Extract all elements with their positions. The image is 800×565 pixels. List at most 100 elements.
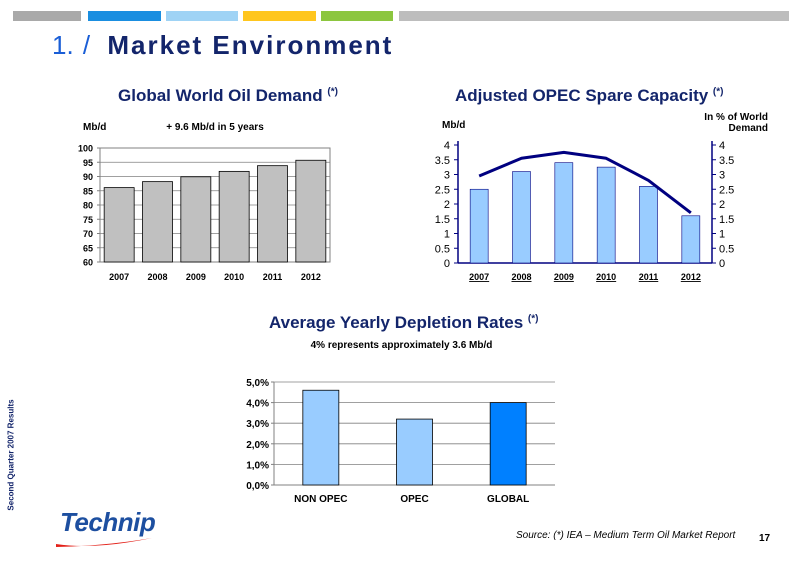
chart-title-text: Global World Oil Demand bbox=[118, 86, 323, 105]
y-right-tick-label: 3 bbox=[719, 170, 725, 182]
bar bbox=[180, 176, 212, 263]
bar bbox=[639, 186, 658, 264]
bar bbox=[302, 389, 340, 486]
y-tick-label: 2 bbox=[444, 199, 450, 211]
x-tick-label: GLOBAL bbox=[487, 494, 529, 505]
sidebar-label: Second Quarter 2007 Results bbox=[4, 390, 18, 520]
header-bar-segment bbox=[321, 11, 393, 21]
header-bar-segment bbox=[13, 11, 81, 21]
logo-swoosh-icon bbox=[56, 538, 152, 547]
y-right-axis-label: In % of World bbox=[704, 112, 768, 123]
y-tick-label: 75 bbox=[83, 215, 93, 225]
x-tick-label: 2011 bbox=[639, 272, 659, 282]
x-tick-label: 2009 bbox=[186, 272, 206, 282]
bar bbox=[681, 215, 701, 264]
y-tick-label: 0.5 bbox=[435, 243, 450, 255]
y-tick-label: 65 bbox=[83, 243, 93, 253]
y-axis-label: Mb/d bbox=[83, 122, 106, 133]
y-axis-label: Mb/d bbox=[442, 120, 465, 131]
slide-title: 1. / Market Environment bbox=[52, 30, 393, 61]
x-tick-label: 2009 bbox=[554, 272, 574, 282]
x-tick-label: NON OPEC bbox=[294, 494, 347, 505]
x-tick-label: 2012 bbox=[681, 272, 701, 282]
y-right-tick-label: 0 bbox=[719, 258, 725, 270]
y-tick-label: 90 bbox=[83, 172, 93, 182]
page-number: 17 bbox=[759, 533, 771, 544]
y-tick-label: 60 bbox=[83, 258, 93, 268]
header-bar-segment bbox=[399, 11, 789, 21]
y-tick-label: 4 bbox=[444, 140, 450, 152]
title-number: 1. bbox=[52, 30, 74, 60]
bar bbox=[512, 171, 531, 264]
y-tick-label: 95 bbox=[83, 158, 93, 168]
bar bbox=[295, 159, 327, 263]
depletion-rates-chart: 4% represents approximately 3.6 Mb/d 0,0%… bbox=[246, 340, 555, 505]
y-tick-label: 1 bbox=[444, 229, 450, 241]
bar bbox=[257, 165, 288, 263]
header-color-bar bbox=[13, 11, 789, 21]
y-tick-label: 0,0% bbox=[246, 481, 269, 492]
x-tick-label: 2010 bbox=[224, 272, 244, 282]
source-note: Source: (*) IEA – Medium Term Oil Market… bbox=[516, 530, 736, 541]
bar bbox=[596, 166, 616, 264]
opec-spare-capacity-chart: 0 0.5 1 1.5 2 2.5 3 3.5 4 0 0.5 1 1.5 2 2.5 3 3.5 4 2007 20… bbox=[435, 112, 768, 282]
y-tick-label: 5,0% bbox=[246, 378, 269, 389]
y-right-tick-label: 1 bbox=[719, 229, 725, 241]
y-right-tick-label: 2.5 bbox=[719, 184, 734, 196]
title-slash: / bbox=[82, 30, 91, 60]
chart-title-oil-demand: Global World Oil Demand (*) bbox=[118, 86, 338, 106]
bar bbox=[396, 418, 433, 486]
chart-title-text: Adjusted OPEC Spare Capacity bbox=[455, 86, 709, 105]
x-tick-label: OPEC bbox=[400, 494, 428, 505]
oil-demand-chart: 60 65 70 75 80 85 90 95 100 2007 2008 2009 2010 2011 2… bbox=[78, 122, 331, 282]
y-right-tick-label: 1.5 bbox=[719, 214, 734, 226]
y-tick-label: 3 bbox=[444, 170, 450, 182]
chart-title-text: Average Yearly Depletion Rates bbox=[269, 313, 524, 332]
y-tick-label: 100 bbox=[78, 144, 93, 154]
x-tick-label: 2008 bbox=[147, 272, 167, 282]
chart-title-marker: (*) bbox=[327, 86, 338, 98]
y-tick-label: 2,0% bbox=[246, 440, 269, 451]
chart-title-opec-spare: Adjusted OPEC Spare Capacity (*) bbox=[455, 86, 723, 106]
y-tick-label: 85 bbox=[83, 186, 93, 196]
x-tick-label: 2008 bbox=[511, 272, 531, 282]
bar bbox=[142, 181, 173, 263]
x-tick-label: 2007 bbox=[469, 272, 489, 282]
y-right-axis-label: Demand bbox=[729, 123, 768, 134]
x-tick-label: 2011 bbox=[263, 272, 283, 282]
y-tick-label: 1,0% bbox=[246, 460, 269, 471]
y-right-tick-label: 0.5 bbox=[719, 243, 734, 255]
series-line bbox=[478, 150, 692, 215]
header-bar-segment bbox=[166, 11, 238, 21]
y-tick-label: 4,0% bbox=[246, 399, 269, 410]
chart-annotation: + 9.6 Mb/d in 5 years bbox=[166, 122, 264, 133]
chart-subtitle: 4% represents approximately 3.6 Mb/d bbox=[311, 340, 493, 351]
bar bbox=[218, 170, 250, 263]
y-tick-label: 70 bbox=[83, 229, 93, 239]
header-bar-segment bbox=[88, 11, 161, 21]
logo-text: Technip bbox=[60, 507, 156, 537]
y-right-tick-label: 3.5 bbox=[719, 155, 734, 167]
y-right-tick-label: 4 bbox=[719, 140, 725, 152]
y-tick-label: 3.5 bbox=[435, 155, 450, 167]
chart-title-marker: (*) bbox=[527, 313, 539, 325]
y-tick-label: 1.5 bbox=[435, 214, 450, 226]
y-tick-label: 0 bbox=[444, 258, 450, 270]
bar bbox=[489, 402, 527, 486]
y-tick-label: 80 bbox=[83, 201, 93, 211]
header-bar-segment bbox=[243, 11, 316, 21]
bar bbox=[554, 162, 574, 264]
chart-title-depletion: Average Yearly Depletion Rates (*) bbox=[269, 313, 538, 333]
x-tick-label: 2012 bbox=[301, 272, 321, 282]
technip-logo: Technip bbox=[50, 505, 160, 555]
bar bbox=[103, 187, 135, 263]
bar bbox=[469, 188, 489, 264]
y-tick-label: 3,0% bbox=[246, 419, 269, 430]
title-text: Market Environment bbox=[107, 30, 394, 60]
sidebar-text: Second Quarter 2007 Results bbox=[6, 399, 16, 511]
x-tick-label: 2007 bbox=[109, 272, 129, 282]
y-right-tick-label: 2 bbox=[719, 199, 725, 211]
x-tick-label: 2010 bbox=[596, 272, 616, 282]
y-tick-label: 2.5 bbox=[435, 184, 450, 196]
chart-title-marker: (*) bbox=[712, 86, 724, 98]
